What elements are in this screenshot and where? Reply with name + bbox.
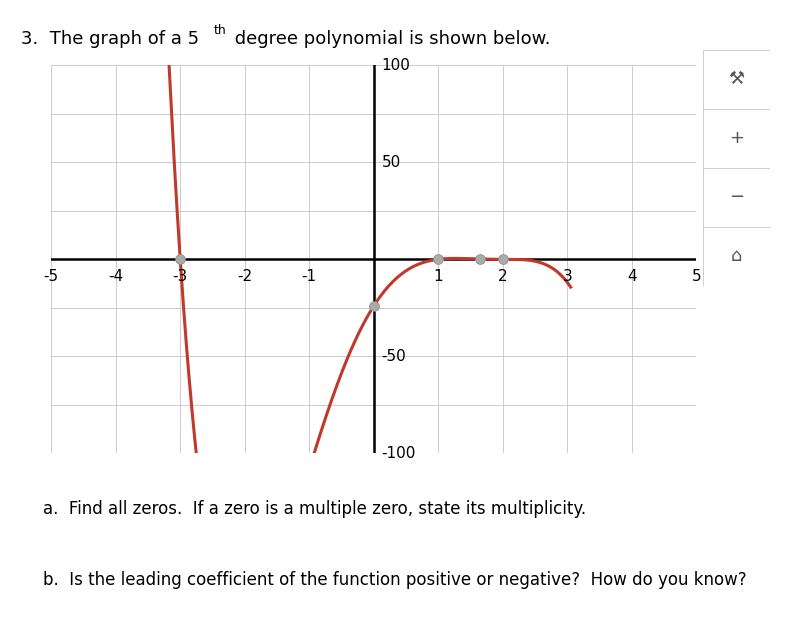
- Text: 100: 100: [382, 58, 411, 73]
- Text: 4: 4: [627, 269, 637, 284]
- Text: degree polynomial is shown below.: degree polynomial is shown below.: [228, 30, 550, 48]
- Text: 1: 1: [434, 269, 443, 284]
- Text: th: th: [213, 24, 226, 37]
- Text: -100: -100: [382, 446, 416, 461]
- Text: −: −: [729, 188, 744, 206]
- Text: a.  Find all zeros.  If a zero is a multiple zero, state its multiplicity.: a. Find all zeros. If a zero is a multip…: [43, 500, 586, 518]
- Text: -5: -5: [43, 269, 59, 284]
- Point: [432, 255, 445, 265]
- Point: [497, 255, 509, 265]
- Text: ⌂: ⌂: [730, 247, 742, 265]
- Text: b.  Is the leading coefficient of the function positive or negative?  How do you: b. Is the leading coefficient of the fun…: [43, 571, 747, 589]
- Text: -2: -2: [237, 269, 253, 284]
- Point: [368, 301, 380, 311]
- Text: +: +: [729, 129, 744, 147]
- Text: -4: -4: [108, 269, 124, 284]
- Text: 3.  The graph of a 5: 3. The graph of a 5: [20, 30, 199, 48]
- Point: [174, 255, 187, 265]
- Text: -1: -1: [301, 269, 317, 284]
- Text: -3: -3: [172, 269, 188, 284]
- Point: [474, 254, 486, 264]
- Text: 2: 2: [498, 269, 508, 284]
- Text: 3: 3: [563, 269, 572, 284]
- Text: -50: -50: [382, 349, 406, 364]
- Text: 5: 5: [692, 269, 701, 284]
- Text: ⚒: ⚒: [728, 70, 745, 88]
- Text: 50: 50: [382, 155, 401, 170]
